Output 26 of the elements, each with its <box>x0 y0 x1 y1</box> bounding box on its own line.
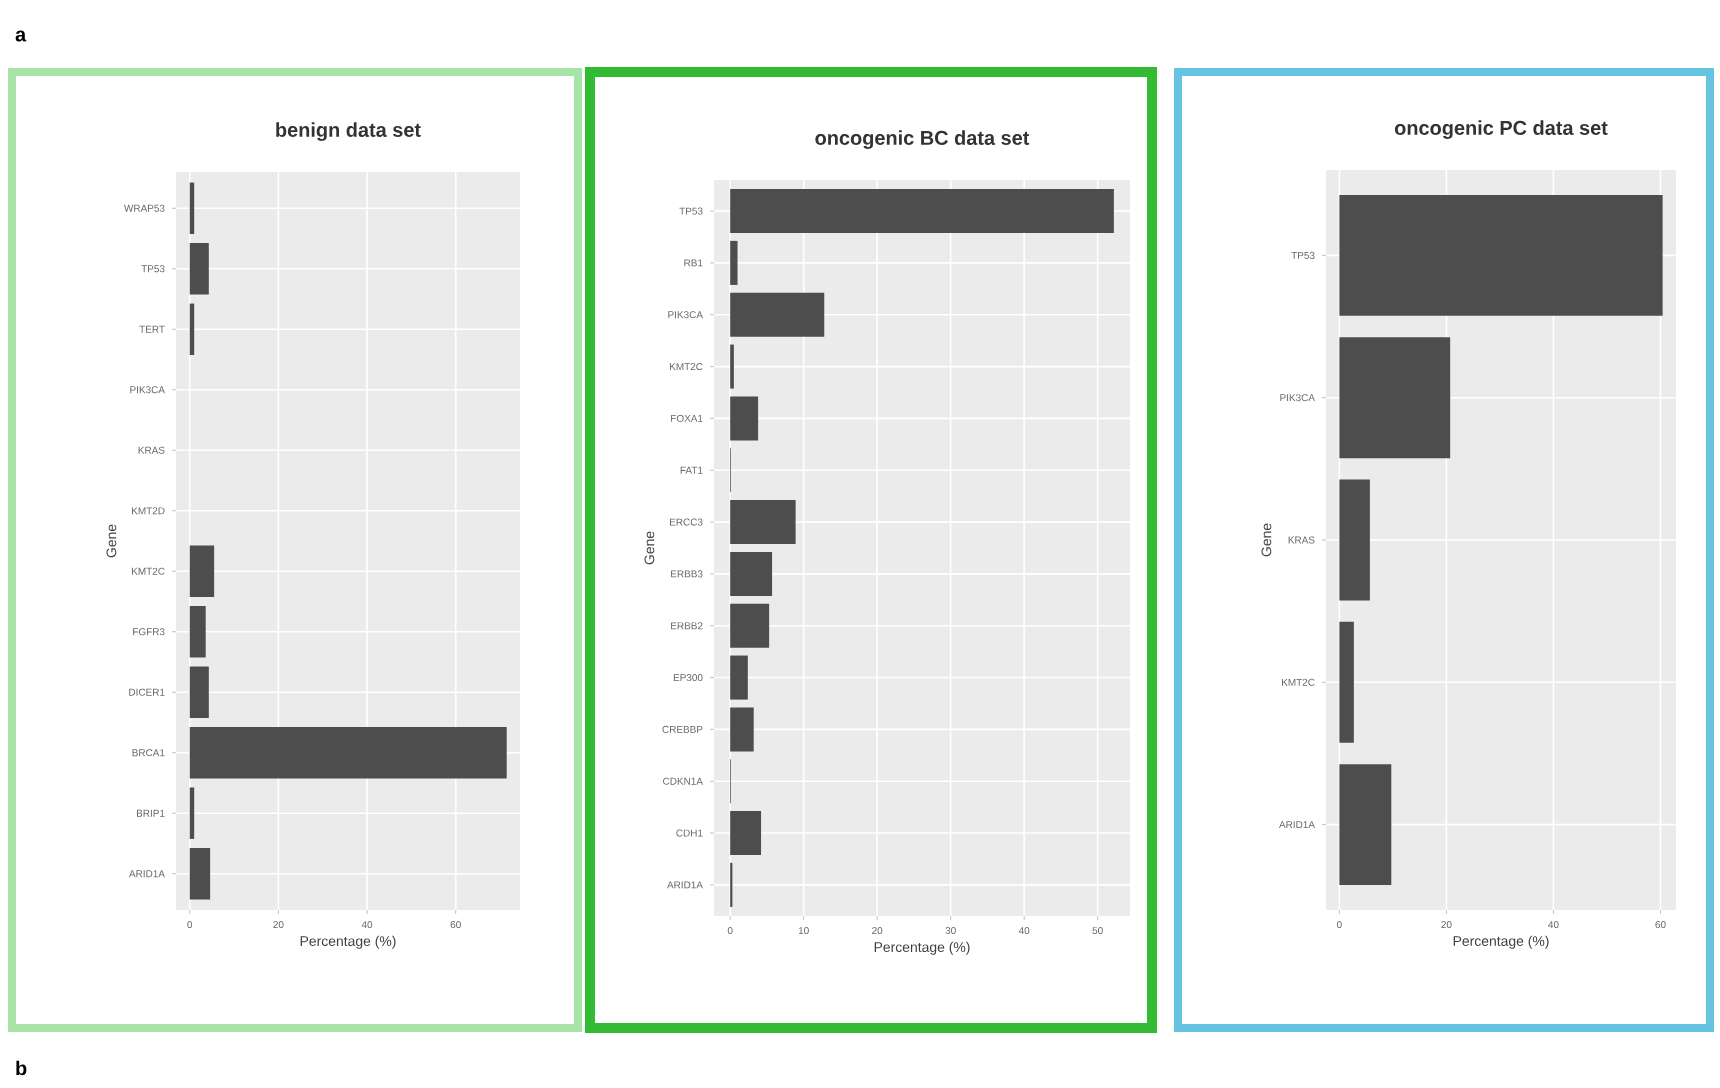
bar <box>1339 621 1354 743</box>
bar <box>730 811 762 856</box>
bar <box>730 292 825 337</box>
chart-title: oncogenic PC data set <box>1394 120 1608 139</box>
bar <box>730 655 748 700</box>
bar <box>730 603 770 648</box>
chart-title: oncogenic BC data set <box>815 130 1030 149</box>
bar <box>1339 479 1370 601</box>
bar <box>1339 194 1663 316</box>
bar <box>189 847 211 900</box>
chart-title: benign data set <box>276 122 421 141</box>
bar <box>730 396 759 441</box>
text: a <box>15 30 27 42</box>
bar <box>189 243 209 295</box>
bar <box>189 545 215 597</box>
bar <box>730 189 1114 234</box>
bar <box>730 500 796 545</box>
bar <box>730 707 754 752</box>
bar <box>730 551 773 596</box>
bar <box>189 606 206 658</box>
bar <box>189 727 507 779</box>
text: b <box>16 1060 27 1076</box>
bar <box>1339 764 1392 886</box>
bar <box>1339 337 1451 459</box>
bar <box>730 240 738 285</box>
bar <box>189 666 209 718</box>
